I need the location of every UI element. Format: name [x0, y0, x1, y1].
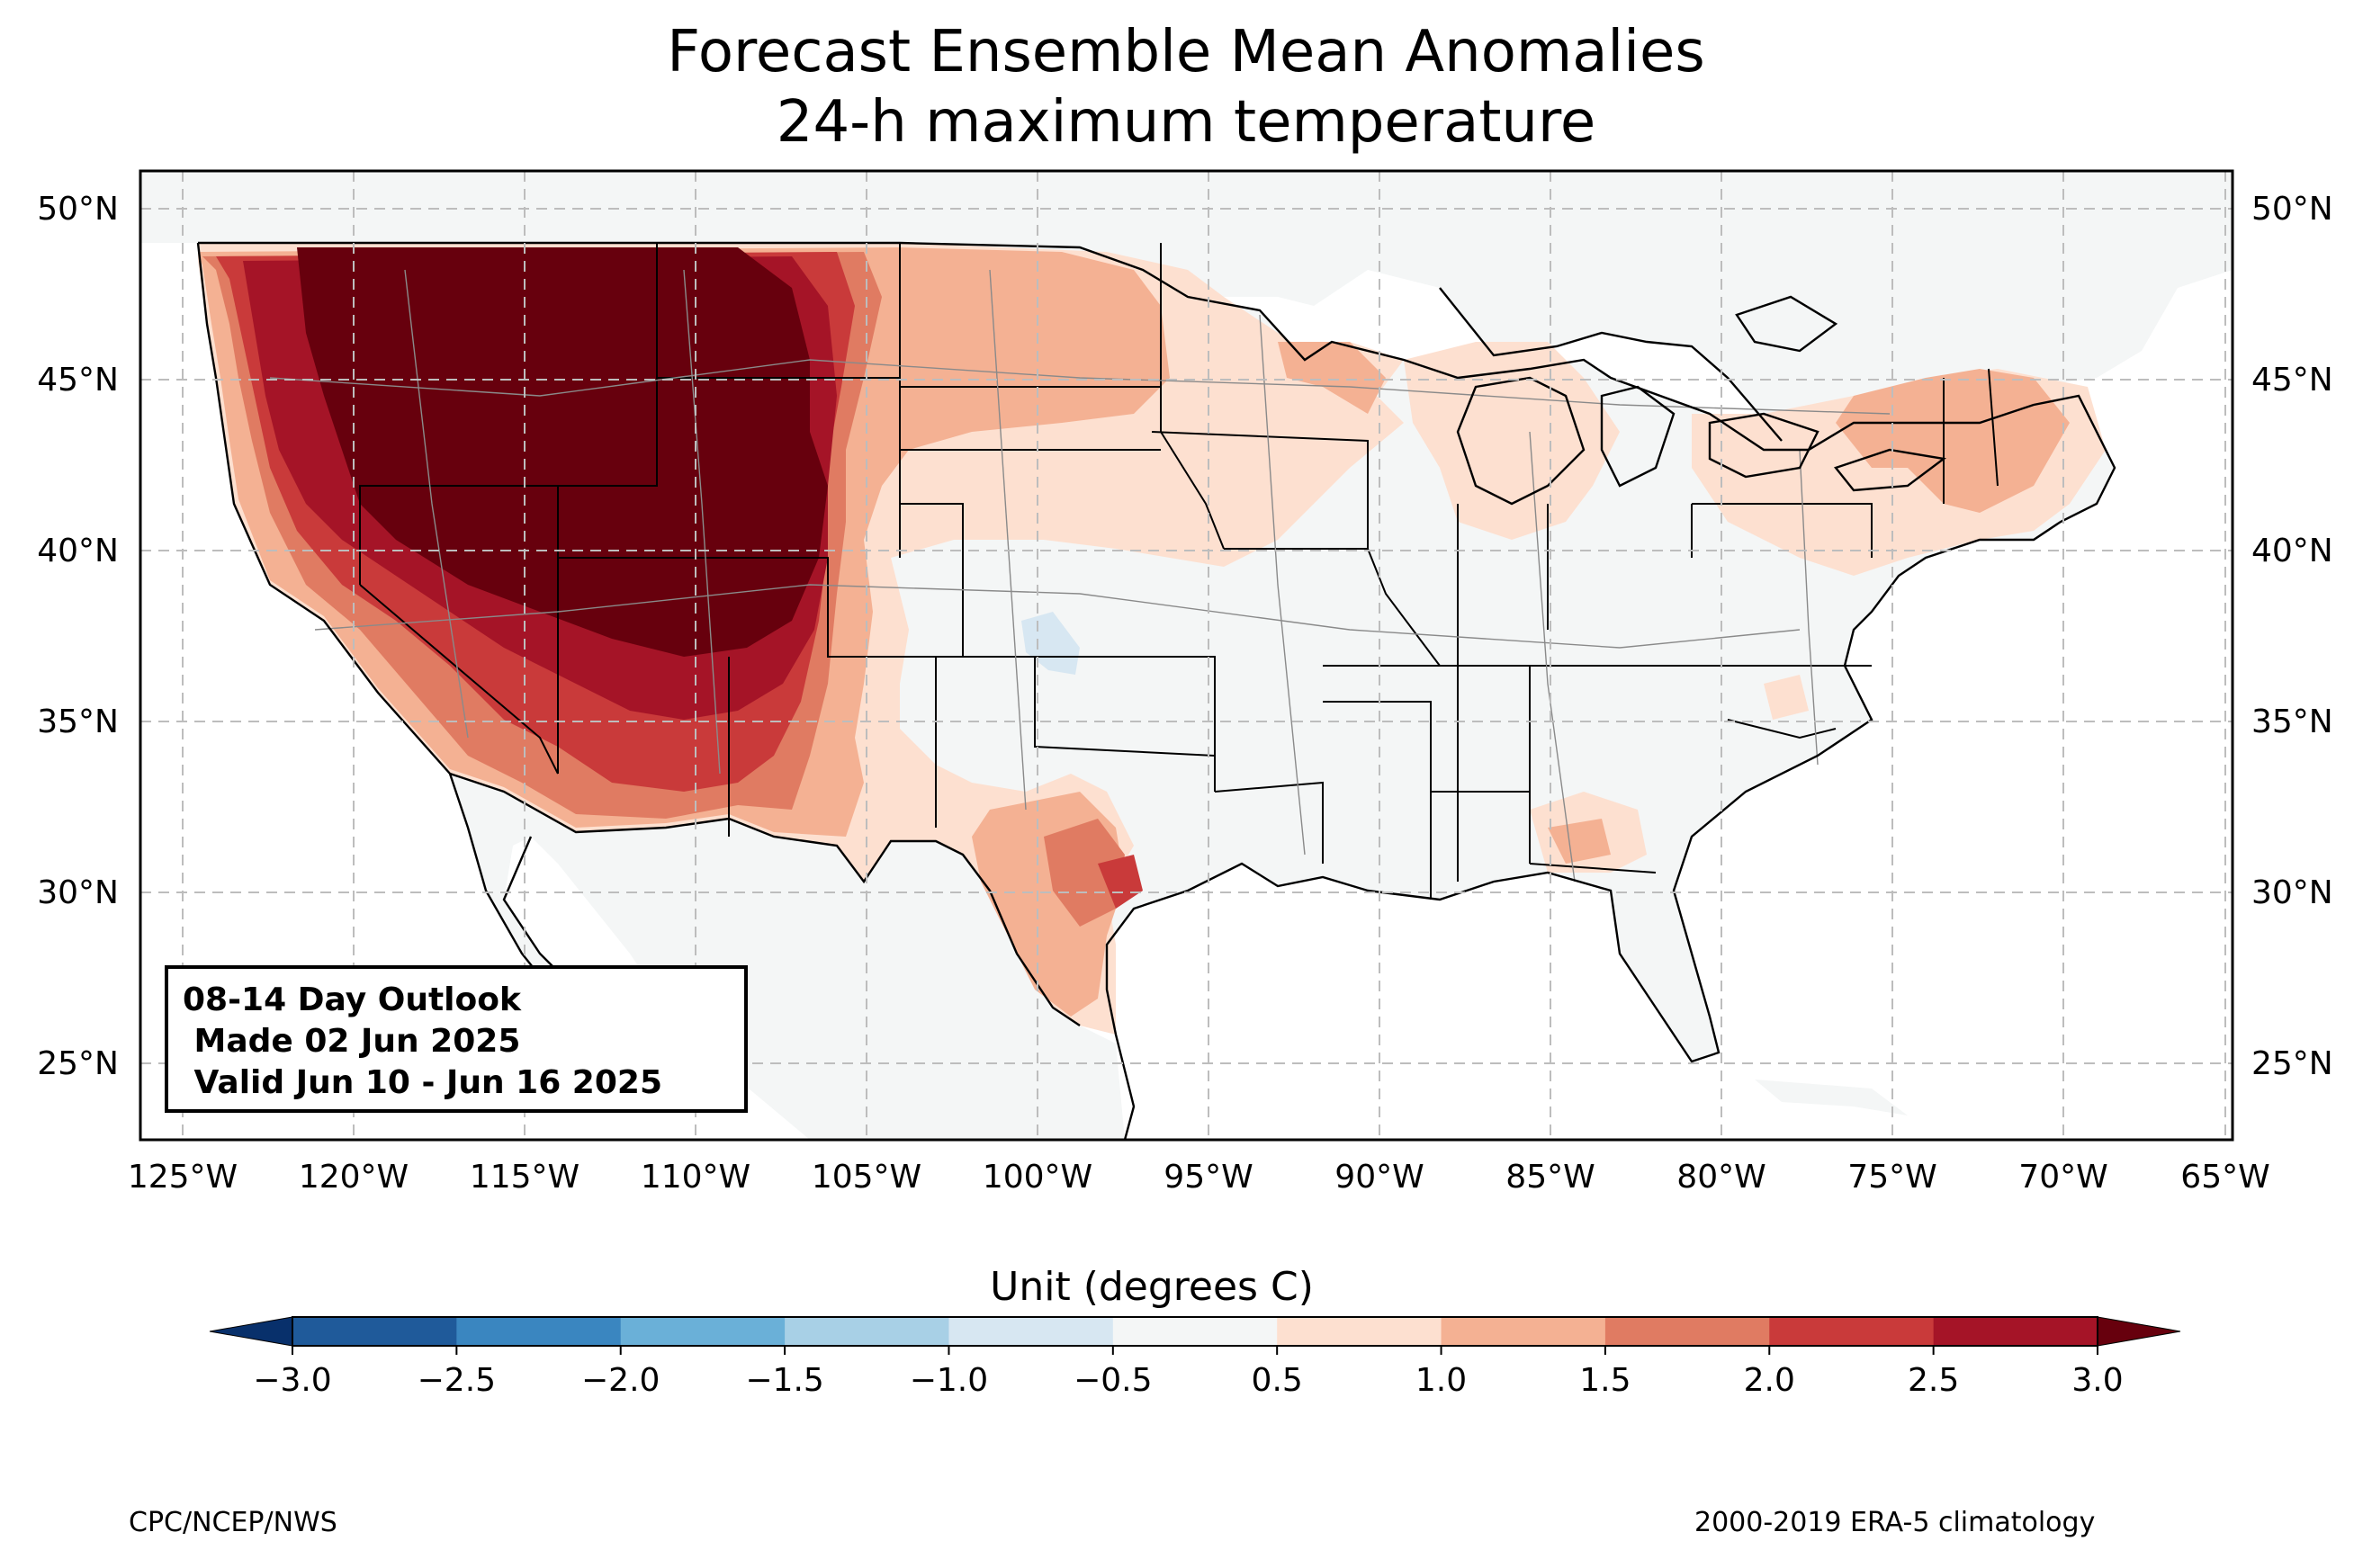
lat-label: 40°N: [37, 533, 119, 569]
colorbar-tick-label: 1.0: [1415, 1362, 1467, 1399]
colorbar-tick-label: −1.0: [910, 1362, 988, 1399]
colorbar-tick-label: −0.5: [1074, 1362, 1152, 1399]
map-title: Forecast Ensemble Mean Anomalies: [667, 19, 1705, 85]
colorbar-segment: [1933, 1317, 2098, 1346]
colorbar-segment: [292, 1317, 457, 1346]
lat-label: 50°N: [37, 191, 119, 228]
lon-label: 110°W: [641, 1159, 750, 1196]
colorbar: −3.0 −2.5 −2.0 −1.5 −1.0 −0.5 0.5 1.0 1.5 2.0 2.5 3…: [209, 1316, 2181, 1399]
lat-label: 25°N: [2251, 1045, 2333, 1082]
colorbar-tick-label: −2.5: [418, 1362, 496, 1399]
lat-label: 45°N: [37, 362, 119, 399]
lat-labels-left: 50°N 45°N 40°N 35°N 30°N 25°N: [37, 191, 119, 1082]
outlook-box: 08-14 Day Outlook Made 02 Jun 2025 Valid…: [165, 965, 748, 1113]
interstate-lines: [269, 269, 1891, 883]
lat-label: 40°N: [2251, 533, 2333, 569]
colorbar-tick-label: −2.0: [581, 1362, 660, 1399]
colorbar-segment: [948, 1317, 1114, 1346]
colorbar-segment: [1112, 1317, 1278, 1346]
lon-label: 95°W: [1164, 1159, 1253, 1196]
colorbar-tick-label: −3.0: [253, 1362, 331, 1399]
footer-source: CPC/NCEP/NWS: [129, 1507, 337, 1538]
lon-label: 65°W: [2180, 1159, 2269, 1196]
colorbar-label: Unit (degrees C): [990, 1264, 1314, 1310]
anomaly-shading: [198, 243, 2106, 1035]
lon-label: 90°W: [1334, 1159, 1424, 1196]
lon-label: 85°W: [1505, 1159, 1595, 1196]
lat-label: 50°N: [2251, 191, 2333, 228]
lat-label: 30°N: [37, 874, 119, 911]
colorbar-tick-label: −1.5: [745, 1362, 823, 1399]
colorbar-segment: [1441, 1317, 1606, 1346]
map-frame: [139, 169, 2234, 1142]
colorbar-segment: [785, 1317, 949, 1346]
lon-label: 105°W: [812, 1159, 921, 1196]
colorbar-segment: [1604, 1317, 1770, 1346]
colorbar-tick-label: 0.5: [1252, 1362, 1303, 1399]
lat-label: 35°N: [37, 703, 119, 740]
lon-label: 80°W: [1676, 1159, 1766, 1196]
lat-label: 45°N: [2251, 362, 2333, 399]
lat-label: 35°N: [2251, 703, 2333, 740]
state-borders: [359, 243, 1999, 900]
colorbar-segment: [1769, 1317, 1935, 1346]
lat-label: 30°N: [2251, 874, 2333, 911]
lon-label: 115°W: [470, 1159, 580, 1196]
lon-label: 70°W: [2018, 1159, 2107, 1196]
outlook-line-1: 08-14 Day Outlook: [183, 981, 521, 1018]
colorbar-segment: [456, 1317, 622, 1346]
map-subtitle: 24-h maximum temperature: [776, 89, 1596, 156]
colorbar-max-arrow: [2097, 1316, 2181, 1347]
lat-labels-right: 50°N 45°N 40°N 35°N 30°N 25°N: [2251, 191, 2333, 1082]
colorbar-segment: [620, 1317, 786, 1346]
lon-label: 100°W: [983, 1159, 1092, 1196]
colorbar-tick-label: 2.5: [1908, 1362, 1959, 1399]
footer-climatology: 2000-2019 ERA-5 climatology: [1694, 1507, 2096, 1538]
lon-label: 75°W: [1847, 1159, 1936, 1196]
colorbar-min-arrow: [209, 1316, 293, 1347]
colorbar-tick-label: 1.5: [1579, 1362, 1631, 1399]
colorbar-tick-label: 2.0: [1744, 1362, 1795, 1399]
outlook-line-3: Valid Jun 10 - Jun 16 2025: [183, 1064, 663, 1101]
lon-label: 125°W: [128, 1159, 238, 1196]
lat-label: 25°N: [37, 1045, 119, 1082]
lon-labels: 125°W 120°W 115°W 110°W 105°W 100°W 95°W…: [128, 1159, 2270, 1196]
colorbar-tick-label: 3.0: [2071, 1362, 2123, 1399]
outlook-line-2: Made 02 Jun 2025: [183, 1023, 521, 1060]
colorbar-segment: [1277, 1317, 1442, 1346]
lon-label: 120°W: [299, 1159, 409, 1196]
